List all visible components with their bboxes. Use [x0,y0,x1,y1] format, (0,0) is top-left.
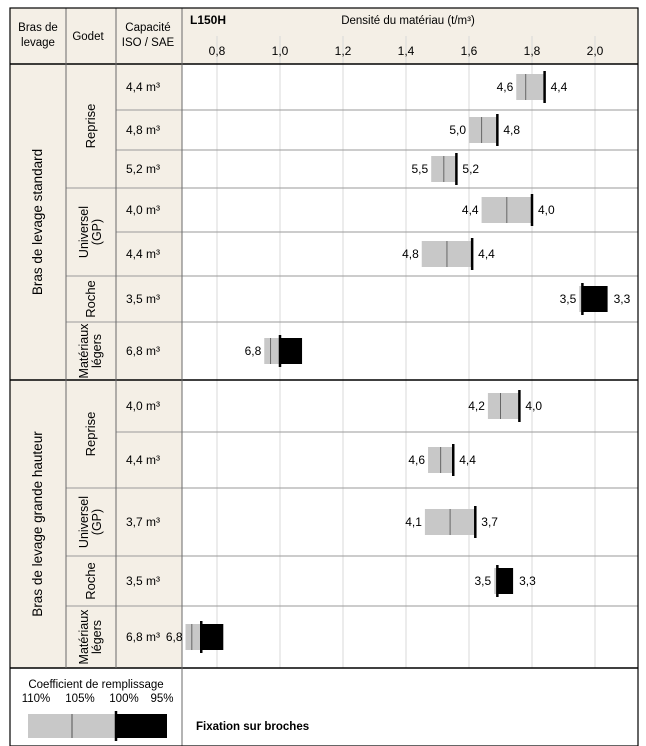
bucket-type-label: Roche [83,280,98,318]
arm-group-label: Bras de levage grande hauteur [30,431,45,617]
outer-frame [9,7,639,746]
legend-note: Fixation sur broches [196,721,309,733]
x-tick-label: 1,2 [335,44,352,58]
capacity-cell: 3,7 m³ [126,515,160,529]
bar-label-right: 4,0 [538,203,555,217]
bucket-type-label: Reprise [83,104,98,149]
header-bucket: Godet [72,31,104,43]
bar-label-right: 4,8 [503,123,520,137]
tick-labels: 0,8 1,0 1,2 1,4 1,6 1,8 2,0 [209,44,604,58]
model-name: L150H [190,13,226,27]
capacity-cell: 4,4 m³ [126,80,160,94]
bucket-type-label: Universel(GP) [77,206,104,258]
arm-group-label: Bras de levage standard [30,149,45,295]
bar-label-left: 4,6 [497,80,514,94]
bar-grey-segment [516,74,545,100]
bar-label-left: 4,8 [402,247,419,261]
left-columns-background [10,64,182,668]
x-tick-label: 2,0 [587,44,604,58]
bar-label-left: 4,2 [468,399,485,413]
bar-label-left: 3,5 [475,574,492,588]
x-tick-label: 1,4 [398,44,415,58]
x-tick-label: 1,6 [461,44,478,58]
chart-bars: 4,6 4,4 5,0 4,8 5,5 5,2 4,4 4,0 4,8 4,4 3,5 3,3 6,8 4… [166,71,631,653]
legend-pct-100: 100% [109,693,138,705]
bar-label-left: 6,8 [245,344,262,358]
bar-black-segment [582,286,608,312]
bar-label-right: 4,4 [551,80,568,94]
bucket-type-label: Reprise [83,412,98,457]
legend-pct-95: 95% [150,693,173,705]
header-capacity-line1: Capacité [125,22,170,34]
header-arm-line1: Bras de [18,22,58,34]
capacity-cell: 5,2 m³ [126,162,160,176]
bar-grey-segment [469,117,498,143]
bar-label-left: 3,5 [560,292,577,306]
bar-label-left: 5,5 [412,162,429,176]
bar-black-segment [497,568,514,594]
x-tick-label: 1,8 [524,44,541,58]
capacity-cell: 4,4 m³ [126,453,160,467]
legend: Coefficient de remplissage 110% 105% 100… [22,679,309,741]
bar-label-left: 4,6 [408,453,425,467]
table-rows: Bras de levage standard Bras de levage gr… [30,80,160,664]
legend-pct-105: 105% [65,693,94,705]
capacity-cell: 6,8 m³ [126,630,160,644]
header-arm-line2: levage [21,37,55,49]
legend-black-bar [117,714,167,738]
bar-label-left: 4,1 [405,515,422,529]
bar-label-right: 4,0 [525,399,542,413]
bucket-type-label: Matériauxlégers [77,323,104,379]
bar-label-right: 3,3 [614,292,631,306]
bucket-type-label: Universel(GP) [77,496,104,548]
x-tick-label: 0,8 [209,44,226,58]
bar-grey-segment [487,393,520,419]
bar-label-left: 4,4 [462,203,479,217]
bar-label-left: 6,8 [166,630,183,644]
bar-label-right: 5,2 [462,162,479,176]
legend-title: Coefficient de remplissage [28,679,163,691]
capacity-cell: 4,4 m³ [126,247,160,261]
bar-label-right: 4,4 [478,247,495,261]
bucket-type-label: Roche [83,562,98,600]
bucket-type-label: Matériauxlégers [77,609,104,665]
capacity-cell: 4,8 m³ [126,123,160,137]
bar-grey-segment [264,338,280,364]
bar-label-left: 5,0 [449,123,466,137]
capacity-cell: 4,0 m³ [126,203,160,217]
bar-label-right: 3,7 [481,515,498,529]
capacity-cell: 3,5 m³ [126,292,160,306]
bar-label-right: 3,3 [519,574,536,588]
bar-grey-segment [185,624,202,650]
axis-title: Densité du matériau (t/m³) [341,15,475,27]
bar-label-right: 4,4 [459,453,476,467]
bar-black-segment [280,338,303,364]
bar-grey-segment [494,568,498,594]
bar-black-segment [201,624,224,650]
capacity-cell: 6,8 m³ [126,344,160,358]
x-tick-label: 1,0 [272,44,289,58]
legend-pct-110: 110% [22,693,51,705]
grid-layer [9,7,639,746]
bar-grey-segment [579,286,583,312]
header-capacity-line2: ISO / SAE [122,37,175,49]
header-background [10,8,638,64]
capacity-cell: 3,5 m³ [126,574,160,588]
capacity-cell: 4,0 m³ [126,399,160,413]
